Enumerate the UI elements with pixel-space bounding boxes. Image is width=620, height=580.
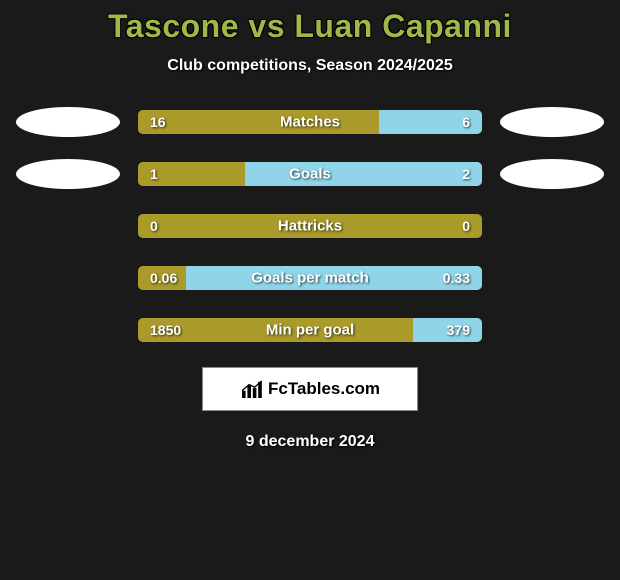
stat-bar: Matches 16 6	[138, 110, 482, 134]
player-left-marker	[16, 315, 120, 345]
stat-row: Goals per match 0.06 0.33	[0, 263, 620, 293]
stat-value-left: 16	[150, 114, 166, 130]
logo-text: FcTables.com	[268, 379, 380, 399]
player-left-marker	[16, 159, 120, 189]
date-label: 9 december 2024	[0, 433, 620, 451]
stat-bar-right	[245, 162, 482, 186]
stat-bar: Hattricks 0 0	[138, 214, 482, 238]
stat-bar-left	[138, 110, 379, 134]
stat-value-right: 0.33	[443, 270, 470, 286]
stat-label: Hattricks	[278, 218, 342, 235]
subtitle: Club competitions, Season 2024/2025	[0, 57, 620, 75]
stat-value-left: 1	[150, 166, 158, 182]
stat-row: Min per goal 1850 379	[0, 315, 620, 345]
stat-bar: Goals per match 0.06 0.33	[138, 266, 482, 290]
stat-value-right: 2	[462, 166, 470, 182]
stat-row: Hattricks 0 0	[0, 211, 620, 241]
stat-bar: Min per goal 1850 379	[138, 318, 482, 342]
stat-bar: Goals 1 2	[138, 162, 482, 186]
player-left-marker	[16, 107, 120, 137]
player-right-marker	[500, 211, 604, 241]
stat-row: Goals 1 2	[0, 159, 620, 189]
stat-label: Goals	[289, 166, 331, 183]
player-left-marker	[16, 211, 120, 241]
stat-value-right: 0	[462, 218, 470, 234]
stat-label: Min per goal	[266, 322, 354, 339]
player-right-marker	[500, 159, 604, 189]
comparison-chart: Matches 16 6 Goals 1 2 Hattricks 0 0 Goals per ma…	[0, 107, 620, 345]
stat-value-right: 379	[447, 322, 470, 338]
stat-value-left: 1850	[150, 322, 181, 338]
stats-comparison-panel: Tascone vs Luan Capanni Club competition…	[0, 0, 620, 451]
player-right-marker	[500, 263, 604, 293]
stat-label: Goals per match	[251, 270, 369, 287]
stat-label: Matches	[280, 114, 340, 131]
bar-chart-icon	[240, 380, 262, 398]
stat-value-left: 0	[150, 218, 158, 234]
page-title: Tascone vs Luan Capanni	[0, 8, 620, 45]
player-right-marker	[500, 315, 604, 345]
stat-row: Matches 16 6	[0, 107, 620, 137]
player-right-marker	[500, 107, 604, 137]
fctables-logo[interactable]: FcTables.com	[202, 367, 418, 411]
player-left-marker	[16, 263, 120, 293]
stat-value-left: 0.06	[150, 270, 177, 286]
stat-value-right: 6	[462, 114, 470, 130]
